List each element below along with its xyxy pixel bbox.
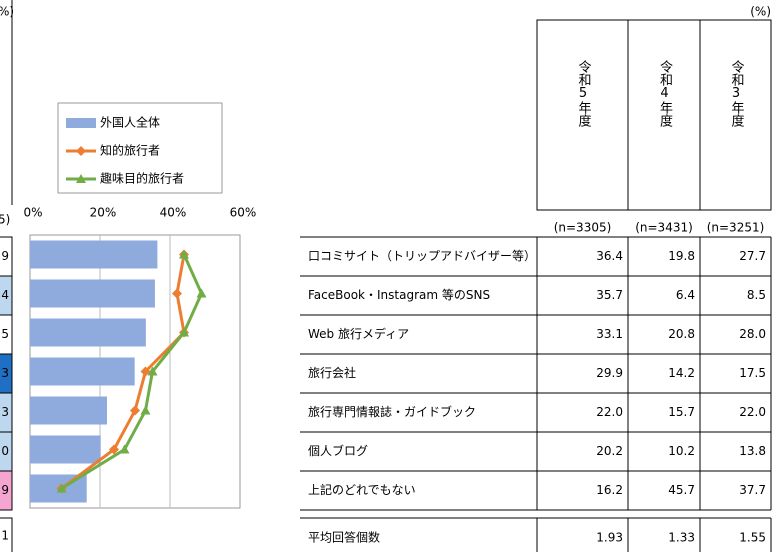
cell-value: 1.93 xyxy=(596,531,623,545)
cell-value: 1.55 xyxy=(739,531,766,545)
bar xyxy=(30,396,107,425)
cell-value: 6.4 xyxy=(676,288,695,302)
point xyxy=(179,327,189,337)
row-label: FaceBook・Instagram 等のSNS xyxy=(308,288,490,302)
cell-value: 22.0 xyxy=(739,405,766,419)
cell-value: 1 xyxy=(1,529,9,543)
n-label: (n=3431) xyxy=(635,221,693,235)
x-tick-label: 40% xyxy=(160,206,187,220)
legend-marker xyxy=(76,146,86,156)
cell-value: 22.0 xyxy=(596,405,623,419)
point xyxy=(172,288,182,299)
cell-value: 45.7 xyxy=(668,483,695,497)
point xyxy=(140,405,151,415)
cell-value: 36.4 xyxy=(596,249,623,263)
cell-value: 19.8 xyxy=(668,249,695,263)
header-box xyxy=(536,19,772,211)
cell-value: 9 xyxy=(1,483,9,497)
legend-label: 知的旅行者 xyxy=(100,143,160,158)
point xyxy=(130,405,140,416)
bar xyxy=(30,240,158,269)
cell-value: 13.8 xyxy=(739,444,766,458)
cell xyxy=(0,470,13,511)
cell-value: 4 xyxy=(1,288,9,302)
legend-swatch xyxy=(66,118,96,128)
legend-label: 外国人全体 xyxy=(100,115,160,130)
cell-value: 5 xyxy=(1,327,9,341)
point xyxy=(109,444,119,455)
row-label: 個人ブログ xyxy=(308,443,368,458)
n-label: 5) xyxy=(0,213,10,227)
row-label: 旅行会社 xyxy=(308,365,356,380)
cell-value: 8.5 xyxy=(747,288,766,302)
unit-label: %) xyxy=(0,5,14,19)
point xyxy=(196,288,207,298)
column-header: 令和4年度 xyxy=(657,60,672,127)
legend-marker xyxy=(76,174,86,183)
cell-value: 17.5 xyxy=(739,366,766,380)
row-label: 口コミサイト（トリップアドバイザー等） xyxy=(308,249,536,263)
cell-value: 33.1 xyxy=(596,327,623,341)
legend-label: 趣味目的旅行者 xyxy=(100,171,184,186)
bar xyxy=(30,318,146,347)
cell xyxy=(0,517,13,552)
point xyxy=(140,366,151,377)
point xyxy=(56,483,67,493)
bar xyxy=(30,279,155,308)
x-tick-label: 20% xyxy=(90,206,117,220)
n-label: (n=3251) xyxy=(707,221,765,235)
cell-value: 35.7 xyxy=(596,288,623,302)
cell-value: 28.0 xyxy=(739,327,766,341)
column-header: 令和3年度 xyxy=(728,60,744,127)
cell-value: 14.2 xyxy=(668,366,695,380)
cell-value: 3 xyxy=(1,366,9,380)
row-label: 旅行専門情報誌・ガイドブック xyxy=(308,404,476,419)
cell-value: 0 xyxy=(1,444,9,458)
cell-value: 20.8 xyxy=(668,327,695,341)
row-label: 上記のどれでもない xyxy=(308,482,416,497)
row-label: 平均回答個数 xyxy=(308,530,380,545)
cell-value: 1.33 xyxy=(668,531,695,545)
unit-label: (%) xyxy=(750,5,771,19)
cell-value: 27.7 xyxy=(739,249,766,263)
cell-value: 10.2 xyxy=(668,444,695,458)
x-tick-label: 0% xyxy=(23,206,42,220)
point xyxy=(147,366,158,376)
x-tick-label: 60% xyxy=(230,206,257,220)
cell-value: 37.7 xyxy=(739,483,766,497)
cell-value: 16.2 xyxy=(596,483,623,497)
bar xyxy=(30,357,135,386)
cell-value: 20.2 xyxy=(596,444,623,458)
row-label: Web 旅行メディア xyxy=(308,326,409,341)
column-header: 令和5年度 xyxy=(575,60,591,127)
point xyxy=(119,444,130,454)
point xyxy=(179,249,189,259)
cell-value: 15.7 xyxy=(668,405,695,419)
cell-value: 9 xyxy=(1,249,9,263)
cell-value: 29.9 xyxy=(596,366,623,380)
bar xyxy=(30,435,101,464)
n-label: (n=3305) xyxy=(554,221,612,235)
cell-value: 3 xyxy=(1,405,9,419)
